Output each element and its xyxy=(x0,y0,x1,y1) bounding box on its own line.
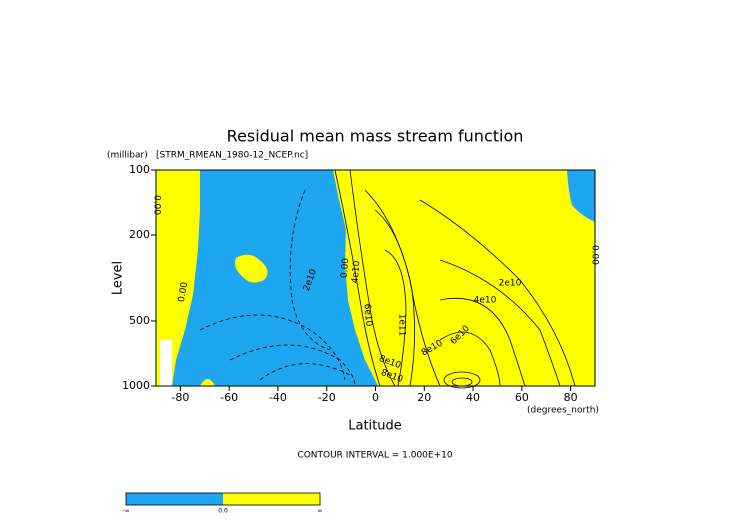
x-tick-label: 20 xyxy=(417,391,431,404)
y-axis-label: Level xyxy=(111,261,126,295)
y-unit: (millibar) xyxy=(107,151,148,161)
contour-lines xyxy=(199,169,576,389)
y-tick-label: 200 xyxy=(129,228,150,241)
colorbar: -∞ 0.0 ∞ xyxy=(122,492,323,515)
x-tick-label: 40 xyxy=(466,391,480,404)
y-tick-label: 100 xyxy=(129,163,150,176)
contour-label: 1e11 xyxy=(397,314,407,337)
plot-area xyxy=(155,169,596,389)
chart-title: Residual mean mass stream function xyxy=(227,127,524,146)
y-tick-label: 500 xyxy=(129,314,150,327)
contour-label: 0.00 xyxy=(152,195,162,215)
colorbar-label: -∞ xyxy=(122,508,129,515)
y-tick-label: 1000 xyxy=(122,379,150,392)
colorbar-frame xyxy=(125,492,321,506)
x-tick-label: 80 xyxy=(564,391,578,404)
contour-label: 0.00 xyxy=(590,245,600,265)
x-tick-label: -80 xyxy=(171,391,189,404)
x-unit: (degrees_north) xyxy=(527,406,599,416)
negative-fill xyxy=(567,170,595,222)
colorbar-label: 0.0 xyxy=(218,508,228,515)
x-tick-label: -20 xyxy=(318,391,336,404)
contour-label: 4e10 xyxy=(474,296,497,306)
subtitle: [STRM_RMEAN_1980-12_NCEP.nc] xyxy=(156,151,308,161)
colorbar-positive xyxy=(223,493,320,505)
negative-fill xyxy=(172,170,378,386)
contour-label: 0.00 xyxy=(340,257,352,278)
x-tick-label: -40 xyxy=(269,391,287,404)
x-tick-label: 60 xyxy=(515,391,529,404)
x-axis-label: Latitude xyxy=(348,419,402,434)
colorbar-label: ∞ xyxy=(318,508,323,515)
missing-data xyxy=(160,340,172,386)
positive-island xyxy=(235,254,268,283)
x-tick-label: -60 xyxy=(220,391,238,404)
contour-label: 6e10 xyxy=(362,303,374,327)
contour-label: 0.00 xyxy=(177,281,190,303)
contour-label: 4e10 xyxy=(351,260,363,284)
colorbar-negative xyxy=(126,493,223,505)
footnote: CONTOUR INTERVAL = 1.000E+10 xyxy=(297,451,452,461)
contour-label: 2e10 xyxy=(499,279,522,289)
x-tick-label: 0 xyxy=(372,391,379,404)
